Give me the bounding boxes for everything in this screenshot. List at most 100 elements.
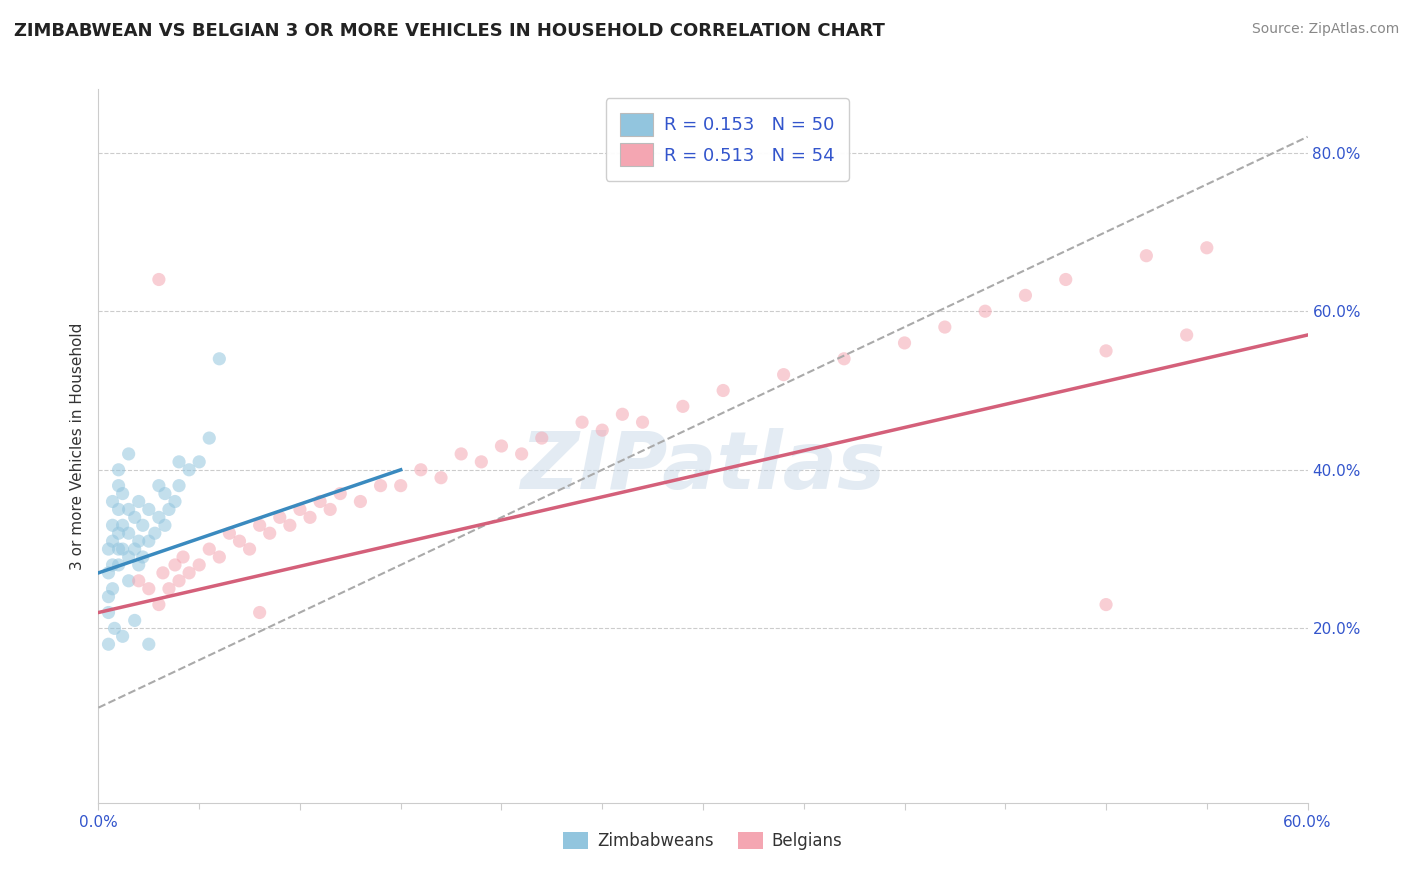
Point (309, 494, 332, 508)
Point (259, 526, 281, 541)
Point (111, 542, 134, 557)
Point (1195, 241, 1218, 255)
Point (118, 447, 141, 461)
Point (672, 400, 695, 414)
Point (138, 502, 160, 516)
Point (167, 455, 190, 469)
Text: ZIPatlas: ZIPatlas (520, 428, 886, 507)
Point (101, 518, 124, 533)
Point (101, 494, 124, 508)
Point (163, 558, 186, 572)
Point (148, 510, 170, 524)
Point (107, 478, 129, 492)
Point (128, 558, 150, 572)
Point (143, 526, 166, 541)
Text: ZIMBABWEAN VS BELGIAN 3 OR MORE VEHICLES IN HOUSEHOLD CORRELATION CHART: ZIMBABWEAN VS BELGIAN 3 OR MORE VEHICLES… (14, 22, 884, 40)
Point (107, 542, 129, 557)
Point (148, 598, 170, 612)
Point (148, 478, 170, 492)
Point (118, 526, 141, 541)
Point (124, 542, 146, 557)
Point (107, 463, 129, 477)
Point (101, 558, 124, 572)
Point (591, 423, 613, 437)
Point (299, 510, 322, 524)
Point (153, 486, 176, 500)
Point (157, 582, 180, 596)
Point (1014, 288, 1036, 302)
Point (370, 478, 392, 492)
Point (97, 590, 120, 604)
Point (118, 502, 141, 516)
Point (218, 526, 240, 541)
Point (198, 431, 221, 445)
Point (188, 558, 211, 572)
Point (111, 518, 134, 533)
Point (188, 455, 211, 469)
Point (167, 574, 190, 588)
Point (179, 566, 201, 580)
Point (198, 542, 221, 557)
Point (1095, 598, 1118, 612)
Point (153, 518, 176, 533)
Point (163, 494, 186, 508)
Point (107, 526, 129, 541)
Point (101, 582, 124, 596)
Point (138, 582, 160, 596)
Point (107, 502, 129, 516)
Point (128, 494, 150, 508)
Point (631, 415, 654, 429)
Text: Source: ZipAtlas.com: Source: ZipAtlas.com (1251, 22, 1399, 37)
Point (167, 478, 190, 492)
Point (249, 518, 271, 533)
Legend: Zimbabweans, Belgians: Zimbabweans, Belgians (555, 824, 851, 859)
Y-axis label: 3 or more Vehicles in Household: 3 or more Vehicles in Household (69, 322, 84, 570)
Point (288, 502, 311, 516)
Point (111, 486, 134, 500)
Point (157, 502, 180, 516)
Point (179, 463, 201, 477)
Point (239, 542, 262, 557)
Point (152, 566, 174, 580)
Point (103, 621, 125, 635)
Point (97, 637, 120, 651)
Point (128, 574, 150, 588)
Point (1135, 249, 1157, 263)
Point (107, 558, 129, 572)
Point (349, 494, 371, 508)
Point (893, 335, 915, 350)
Point (208, 549, 231, 564)
Point (208, 351, 231, 366)
Point (530, 431, 553, 445)
Point (132, 549, 155, 564)
Point (132, 518, 155, 533)
Point (470, 455, 492, 469)
Point (269, 510, 291, 524)
Point (128, 534, 150, 549)
Point (101, 534, 124, 549)
Point (138, 637, 160, 651)
Point (1175, 328, 1198, 343)
Point (97, 606, 120, 620)
Point (409, 463, 432, 477)
Point (124, 510, 146, 524)
Point (612, 407, 634, 421)
Point (772, 368, 794, 382)
Point (111, 629, 134, 643)
Point (97, 542, 120, 557)
Point (319, 502, 342, 516)
Point (148, 272, 170, 286)
Point (571, 415, 593, 429)
Point (1095, 343, 1118, 358)
Point (124, 614, 146, 628)
Point (118, 574, 141, 588)
Point (249, 606, 271, 620)
Point (510, 447, 533, 461)
Point (934, 320, 956, 334)
Point (1054, 272, 1077, 286)
Point (389, 478, 412, 492)
Point (97, 566, 120, 580)
Point (138, 534, 160, 549)
Point (228, 534, 250, 549)
Point (329, 486, 352, 500)
